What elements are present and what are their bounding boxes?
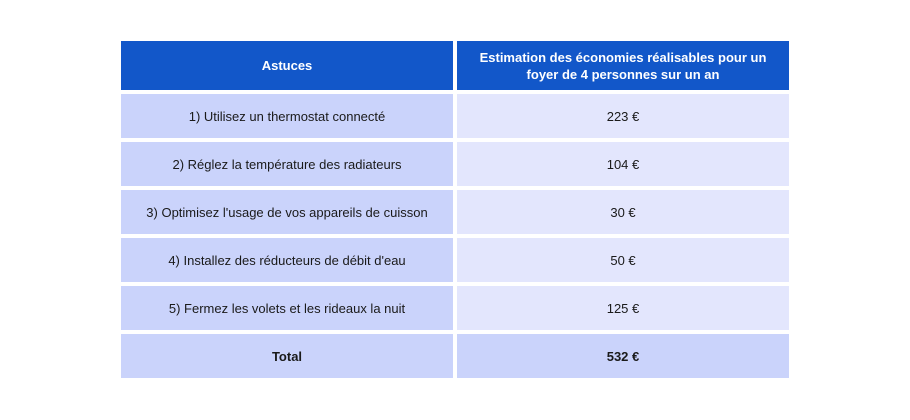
- table-total-row: Total 532 €: [121, 334, 789, 378]
- table-row: 2) Réglez la température des radiateurs …: [121, 142, 789, 186]
- table-header-row: Astuces Estimation des économies réalisa…: [121, 41, 789, 90]
- saving-cell: 30 €: [457, 190, 789, 234]
- table-row: 4) Installez des réducteurs de débit d'e…: [121, 238, 789, 282]
- savings-table: Astuces Estimation des économies réalisa…: [121, 41, 789, 382]
- tip-cell: 3) Optimisez l'usage de vos appareils de…: [121, 190, 453, 234]
- table-row: 1) Utilisez un thermostat connecté 223 €: [121, 94, 789, 138]
- header-tips: Astuces: [121, 41, 453, 90]
- saving-cell: 223 €: [457, 94, 789, 138]
- total-value: 532 €: [457, 334, 789, 378]
- header-savings-estimate: Estimation des économies réalisables pou…: [457, 41, 789, 90]
- table-row: 3) Optimisez l'usage de vos appareils de…: [121, 190, 789, 234]
- saving-cell: 50 €: [457, 238, 789, 282]
- tip-cell: 2) Réglez la température des radiateurs: [121, 142, 453, 186]
- table-row: 5) Fermez les volets et les rideaux la n…: [121, 286, 789, 330]
- saving-cell: 125 €: [457, 286, 789, 330]
- saving-cell: 104 €: [457, 142, 789, 186]
- tip-cell: 4) Installez des réducteurs de débit d'e…: [121, 238, 453, 282]
- tip-cell: 1) Utilisez un thermostat connecté: [121, 94, 453, 138]
- tip-cell: 5) Fermez les volets et les rideaux la n…: [121, 286, 453, 330]
- total-label: Total: [121, 334, 453, 378]
